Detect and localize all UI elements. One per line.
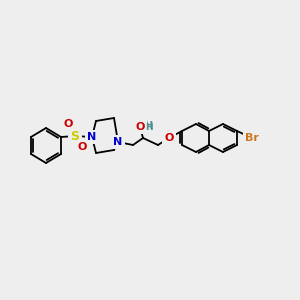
Text: S: S [70, 130, 80, 142]
Text: O: O [164, 133, 174, 143]
Text: O: O [77, 142, 87, 152]
Text: O: O [63, 119, 73, 129]
Text: O: O [77, 142, 87, 152]
Text: Br: Br [245, 133, 259, 143]
Text: Br: Br [245, 133, 259, 143]
Text: S: S [70, 130, 80, 142]
Text: N: N [87, 132, 97, 142]
Text: O: O [135, 122, 145, 132]
Text: N: N [113, 137, 123, 147]
Text: H: H [144, 121, 152, 131]
Text: H: H [145, 123, 153, 132]
Text: O: O [63, 119, 73, 129]
Text: N: N [113, 137, 123, 147]
Text: O: O [135, 122, 145, 132]
Text: O: O [164, 133, 174, 143]
Text: N: N [87, 132, 97, 142]
